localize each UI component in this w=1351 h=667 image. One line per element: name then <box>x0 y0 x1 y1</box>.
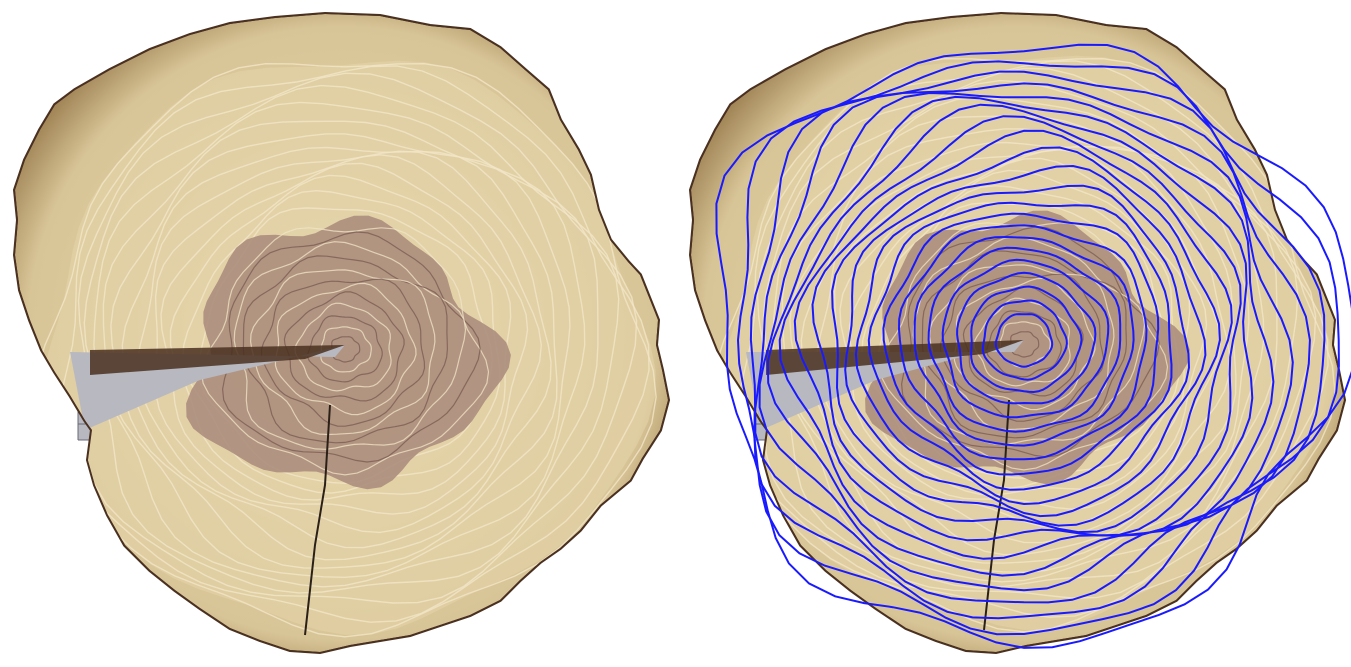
growth-ring-light <box>756 67 1317 599</box>
annotated-ring-boundary <box>758 91 1294 592</box>
annotated-ring-boundary <box>882 212 1160 476</box>
annotated-ring-boundary <box>831 146 1221 527</box>
growth-ring-light <box>160 162 529 515</box>
annotated-ring-boundary <box>941 258 1110 419</box>
wood-body <box>691 14 1344 652</box>
annotated-ring-boundary <box>844 164 1207 518</box>
vertical-crack <box>983 399 1010 631</box>
annotated-ring-boundary <box>811 129 1233 534</box>
annotated-ring-boundary <box>715 43 1351 649</box>
ring-annotations <box>715 43 1351 649</box>
annotated-cross-section-panel <box>676 0 1351 667</box>
annotated-ring-boundary <box>897 224 1148 461</box>
annotated-ring-boundary <box>754 82 1311 604</box>
growth-ring-light <box>762 79 1299 589</box>
annotated-ring-boundary <box>994 313 1054 368</box>
heartwood <box>865 210 1190 485</box>
annotated-ring-boundary <box>927 246 1122 433</box>
growth-ring-light <box>136 150 552 549</box>
heartwood <box>186 215 511 490</box>
vertical-crack <box>304 404 331 636</box>
growth-ring-light <box>154 154 543 534</box>
annotated-ring-boundary <box>913 235 1135 447</box>
annotated-ring-boundary <box>867 201 1173 491</box>
wood-body <box>15 14 668 652</box>
growth-ring-light <box>33 62 657 638</box>
radial-crack-shadow <box>90 345 345 375</box>
original-cross-section-panel <box>0 0 675 667</box>
growth-ring-light <box>57 65 650 623</box>
growth-ring-light <box>861 184 1180 489</box>
original-cross-section-image <box>12 11 671 655</box>
growth-ring-light <box>169 174 512 501</box>
annotated-ring-boundary <box>793 115 1242 542</box>
growth-ring-light <box>93 101 599 588</box>
annotated-ring-boundary <box>970 285 1083 394</box>
growth-ring-light <box>77 72 638 604</box>
annotated-ring-boundary <box>854 184 1191 506</box>
annotated-ring-boundary <box>766 95 1275 577</box>
growth-ring-light <box>83 84 620 594</box>
growth-ring-light <box>121 146 558 561</box>
growth-ring-light <box>182 189 501 494</box>
growth-ring-heartwood <box>879 222 1169 471</box>
growth-ring-light <box>839 157 1208 510</box>
annotated-ring-boundary <box>981 299 1068 381</box>
annotated-ring-boundary <box>956 271 1097 405</box>
annotated-cross-section-image <box>688 11 1351 655</box>
annotated-ring-boundary <box>749 70 1326 620</box>
